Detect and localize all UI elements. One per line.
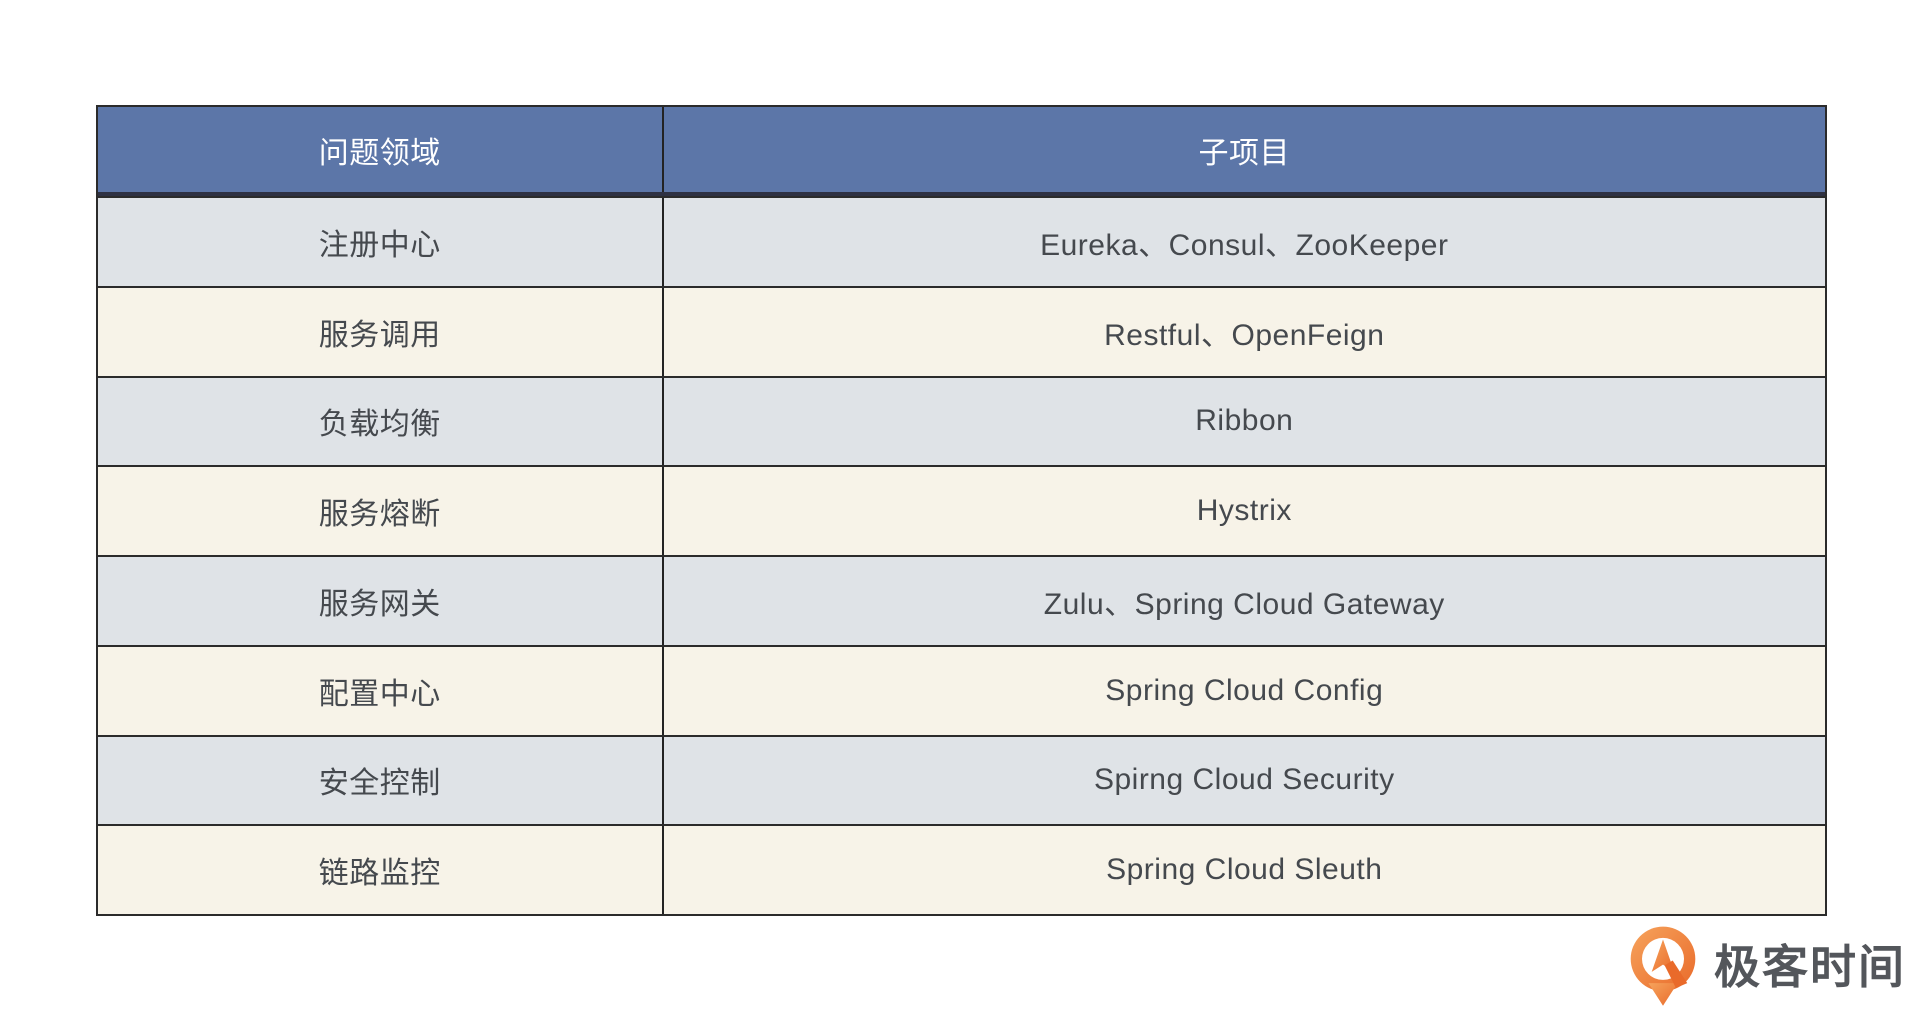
geektime-logo: 极客时间 [1622, 925, 1906, 1009]
row-domain: 服务网关 [98, 557, 664, 645]
table-row: 服务熔断 Hystrix [98, 465, 1825, 555]
row-domain: 配置中心 [98, 646, 664, 735]
geektime-logo-text: 极客时间 [1714, 941, 1906, 993]
row-domain: 服务调用 [98, 287, 664, 376]
row-domain: 链路监控 [98, 826, 664, 914]
table-row: 服务调用 Restful、OpenFeign [98, 285, 1825, 376]
row-projects: Eureka、Consul、ZooKeeper [1040, 228, 1449, 262]
row-domain: 服务熔断 [98, 467, 664, 555]
table-row: 安全控制 Spirng Cloud Security [98, 734, 1825, 825]
spring-cloud-components-table: 问题领域 子项目 注册中心 Eureka、Consul、ZooKeeper 服务… [96, 105, 1827, 916]
row-projects: Ribbon [1195, 404, 1294, 438]
row-domain: 注册中心 [98, 198, 664, 286]
header-sub-projects: 子项目 [1198, 136, 1291, 170]
table-row: 配置中心 Spring Cloud Config [98, 644, 1825, 735]
row-domain: 负载均衡 [98, 377, 664, 466]
table-row: 负载均衡 Ribbon [98, 375, 1825, 466]
row-projects: Spring Cloud Sleuth [1106, 853, 1383, 887]
table-row: 链路监控 Spring Cloud Sleuth [98, 824, 1825, 914]
table-header-row: 问题领域 子项目 [98, 107, 1825, 196]
row-projects: Spring Cloud Config [1105, 673, 1384, 707]
row-domain: 安全控制 [98, 736, 664, 825]
row-projects: Zulu、Spring Cloud Gateway [1043, 587, 1445, 621]
table-row: 注册中心 Eureka、Consul、ZooKeeper [98, 196, 1825, 286]
table-row: 服务网关 Zulu、Spring Cloud Gateway [98, 555, 1825, 645]
row-projects: Hystrix [1196, 494, 1292, 528]
row-projects: Restful、OpenFeign [1104, 318, 1385, 352]
row-projects: Spirng Cloud Security [1093, 763, 1395, 797]
geektime-pin-icon [1622, 925, 1704, 1009]
header-problem-domain: 问题领域 [98, 107, 664, 192]
